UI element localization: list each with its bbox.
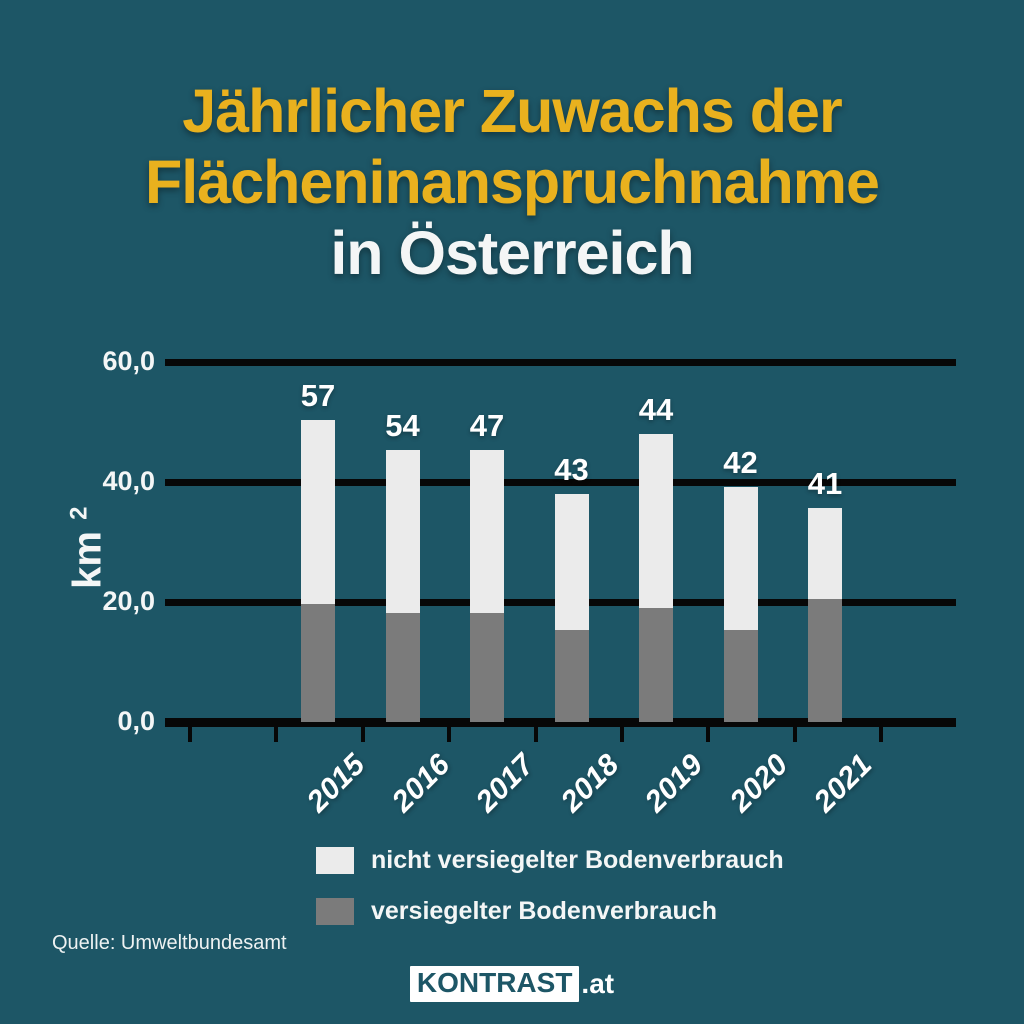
kontrast-logo: KONTRAST .at	[0, 966, 1024, 1002]
bar-segment-versiegelt	[808, 599, 842, 722]
x-axis-tick	[792, 726, 797, 742]
bar-value-label-2017: 47	[469, 408, 505, 443]
x-tick-label-2021: 2021	[807, 748, 879, 819]
bar-segment-versiegelt	[301, 604, 335, 722]
legend-item-versiegelt: versiegelter Bodenverbrauch	[316, 897, 717, 926]
gridline-0,0	[165, 717, 956, 727]
kontrast-logo-suffix: .at	[581, 968, 615, 999]
bar-2018	[554, 494, 589, 722]
x-tick-label-2017: 2017	[469, 748, 541, 819]
bar-segment-versiegelt	[639, 608, 673, 722]
bar-value-label-2015: 57	[300, 378, 336, 413]
y-axis-title-text: km	[65, 531, 110, 589]
bar-segment-versiegelt	[385, 613, 420, 722]
x-axis-tick	[706, 726, 711, 742]
y-axis-title-sup: 2	[65, 506, 93, 520]
kontrast-logo-text: KONTRAST	[416, 967, 573, 998]
bar-segment-nicht-versiegelt	[301, 420, 335, 604]
bar-2021	[808, 508, 842, 722]
bar-segment-nicht-versiegelt	[639, 434, 673, 608]
kontrast-logo-box: KONTRAST	[409, 966, 580, 1002]
bar-segment-nicht-versiegelt	[554, 494, 589, 630]
bar-2017	[470, 450, 504, 722]
bar-segment-versiegelt	[554, 630, 589, 722]
x-axis-tick	[360, 726, 365, 742]
bar-value-label-2021: 41	[807, 466, 843, 501]
y-tick-label: 20,0	[102, 586, 155, 616]
x-tick-label-2016: 2016	[385, 748, 456, 819]
chart-title-line3: in Österreich	[330, 219, 694, 287]
chart-title-line2: Flächeninanspruchnahme	[145, 148, 880, 216]
legend-swatch-grey	[316, 898, 354, 925]
bar-segment-nicht-versiegelt	[385, 450, 420, 613]
bar-segment-nicht-versiegelt	[723, 487, 758, 630]
x-axis-tick	[879, 726, 883, 742]
bar-value-label-2019: 44	[638, 392, 674, 427]
y-tick-label: 60,0	[102, 346, 155, 376]
chart-title: Jährlicher Zuwachs der Flächeninanspruch…	[0, 76, 1024, 289]
legend-swatch-light	[316, 847, 354, 874]
bar-2016	[385, 450, 420, 722]
gridline-60,0	[165, 358, 956, 366]
bar-segment-versiegelt	[723, 630, 758, 722]
x-axis-tick	[447, 726, 452, 742]
legend-label-versiegelt: versiegelter Bodenverbrauch	[371, 897, 717, 925]
x-tick-label-2015: 2015	[300, 748, 372, 819]
bar-value-label-2016: 54	[385, 408, 420, 443]
x-axis-tick	[619, 726, 624, 742]
legend-item-nicht-versiegelt: nicht versiegelter Bodenverbrauch	[316, 846, 784, 875]
x-tick-label-2018: 2018	[554, 748, 625, 819]
bar-segment-nicht-versiegelt	[808, 508, 842, 599]
bar-segment-versiegelt	[470, 613, 504, 722]
bar-2020	[723, 487, 758, 722]
x-tick-label-2019: 2019	[638, 748, 710, 819]
bar-value-label-2020: 42	[723, 445, 758, 480]
x-axis-tick	[188, 726, 192, 742]
bar-2019	[639, 434, 673, 722]
bar-value-label-2018: 43	[554, 452, 589, 487]
chart-title-line1: Jährlicher Zuwachs der	[182, 77, 842, 145]
x-axis-tick	[274, 726, 279, 742]
y-tick-label: 0,0	[117, 706, 155, 736]
bar-segment-nicht-versiegelt	[470, 450, 504, 613]
y-axis-title: km 2	[65, 498, 110, 598]
bar-2015	[301, 420, 335, 722]
x-axis-tick	[533, 726, 538, 742]
gridline-40,0	[165, 478, 956, 486]
x-tick-label-2020: 2020	[723, 748, 794, 819]
y-tick-label: 40,0	[102, 466, 155, 496]
legend-label-nicht-versiegelt: nicht versiegelter Bodenverbrauch	[371, 846, 784, 874]
source-note: Quelle: Umweltbundesamt	[52, 932, 287, 954]
